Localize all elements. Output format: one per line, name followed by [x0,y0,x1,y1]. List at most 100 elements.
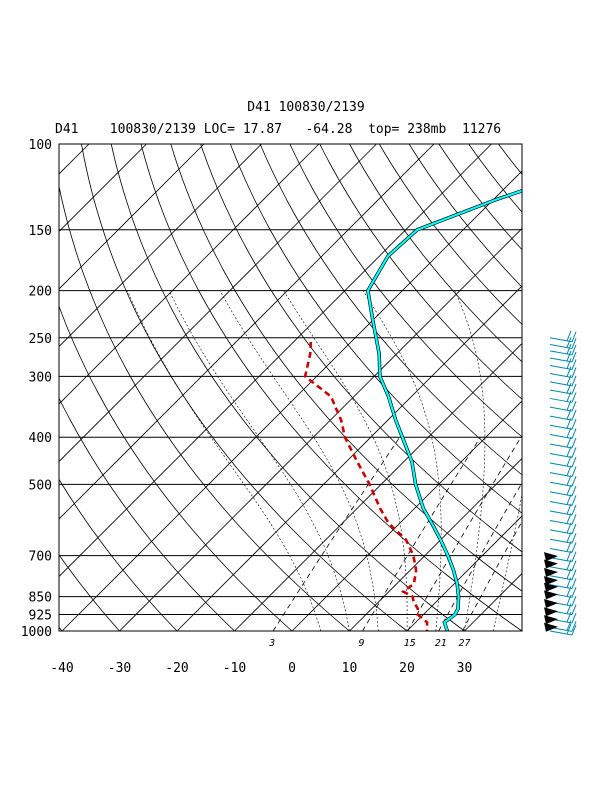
wind-barb-staff [549,365,573,371]
dry-adiabat-line [59,305,293,631]
wind-barb-feather [566,427,572,438]
wind-barb-feather [566,623,572,635]
wind-barb-feather [571,595,577,607]
pressure-tick-label: 100 [29,138,52,153]
wind-barb [549,494,577,506]
wind-barb [549,408,577,421]
wind-barb-staff [549,443,573,449]
dry-adiabat-line [438,144,522,251]
wind-barb-feather [566,494,572,505]
wind-barb-feather [566,391,572,402]
isotherm-line [61,170,522,631]
wind-barb-staff [549,630,573,636]
wind-barb-staff [549,434,573,440]
wind-flag [544,567,558,577]
temperature-tick-label: 10 [342,661,358,676]
wind-barb-staff [549,472,573,478]
dry-adiabat-line [200,144,522,553]
wind-barb-feather [571,604,577,615]
temperature-tick-label: 0 [288,661,296,676]
pressure-tick-label: 500 [29,478,52,493]
wind-barb [549,330,577,343]
wind-barb-staff [549,337,573,343]
wind-barb-feather [571,351,577,363]
wind-barb-staff [549,557,573,563]
wind-barb-feather [571,456,577,468]
wind-barb-feather [571,437,577,449]
wind-barb-staff [549,566,573,572]
wind-barb-staff [549,397,573,403]
wind-flag [544,607,558,617]
wind-barb-feather [571,383,577,395]
wind-barb-feather [571,392,577,403]
wind-barb-feather [571,331,577,342]
wind-barb [549,343,577,356]
wind-barb [549,366,577,379]
chart-title: D41 100830/2139 [247,100,364,115]
pressure-tick-label: 150 [29,224,52,239]
wind-barb-feather [571,612,577,624]
wind-barb-staff [549,462,573,468]
wind-barb-feather [566,513,572,524]
isotherm-line [59,144,377,463]
wind-barb-staff [549,373,573,379]
wind-barb-feather [566,382,572,394]
wind-barb-feather [571,419,577,430]
wind-barb [549,418,577,430]
pressure-tick-label: 700 [29,550,52,565]
wind-barb-staff [549,381,573,387]
isotherm-line [291,400,522,631]
wind-barb-feather [571,495,577,506]
wind-barb-staff [549,584,573,590]
wind-barb-feather [566,465,572,476]
wind-barb-feather [566,594,572,606]
dry-adiabat-line [59,554,120,631]
mixing-ratio-line [362,436,481,631]
wind-barb [549,465,577,478]
wind-barb-feather [566,603,572,614]
isotherm-line [580,144,612,631]
wind-barb-feather [571,621,577,632]
dry-adiabat-line [408,144,522,288]
wind-flag [544,576,558,586]
wind-flag [544,590,558,600]
wind-barb-feather [571,578,577,589]
wind-barb-feather [566,568,572,579]
wind-barb-feather [566,366,572,377]
temperature-tick-label: -10 [223,661,246,676]
wind-barb-feather [571,485,577,497]
wind-barb-feather [566,399,572,411]
wind-barb-feather [566,532,572,543]
wind-barb-staff [549,357,573,363]
wind-barb-feather [571,428,577,439]
wind-barb [549,503,577,516]
background-lines [0,144,612,631]
wind-flag [544,582,558,592]
wind-barb [549,577,577,590]
wind-barb-feather [571,504,577,516]
wind-barb-feather [571,409,577,421]
temperature-tick-label: 30 [457,661,473,676]
wind-barb [549,358,577,371]
dry-adiabat-line [59,184,350,631]
pressure-tick-label: 925 [29,609,52,624]
wind-barb-feather [566,586,572,597]
wind-barb [549,382,577,395]
isotherm-line [234,342,522,631]
isotherm-line [0,144,32,631]
isotherm-line [59,144,147,233]
wind-barb-feather [566,475,572,486]
wind-barb [549,436,577,449]
moist-adiabat-line [127,290,322,631]
mixing-ratio-label: 3 [268,638,275,649]
wind-barb-feather [571,466,577,477]
isotherm-line [59,144,205,290]
isotherm-line [406,515,522,631]
wind-barb [549,522,577,535]
dry-adiabat-line [259,144,522,476]
moist-adiabat-line [283,290,408,631]
moist-adiabat-line [362,290,442,631]
wind-barb-feather [571,375,577,387]
wind-barb [549,337,577,349]
dry-adiabat-line [468,144,522,213]
